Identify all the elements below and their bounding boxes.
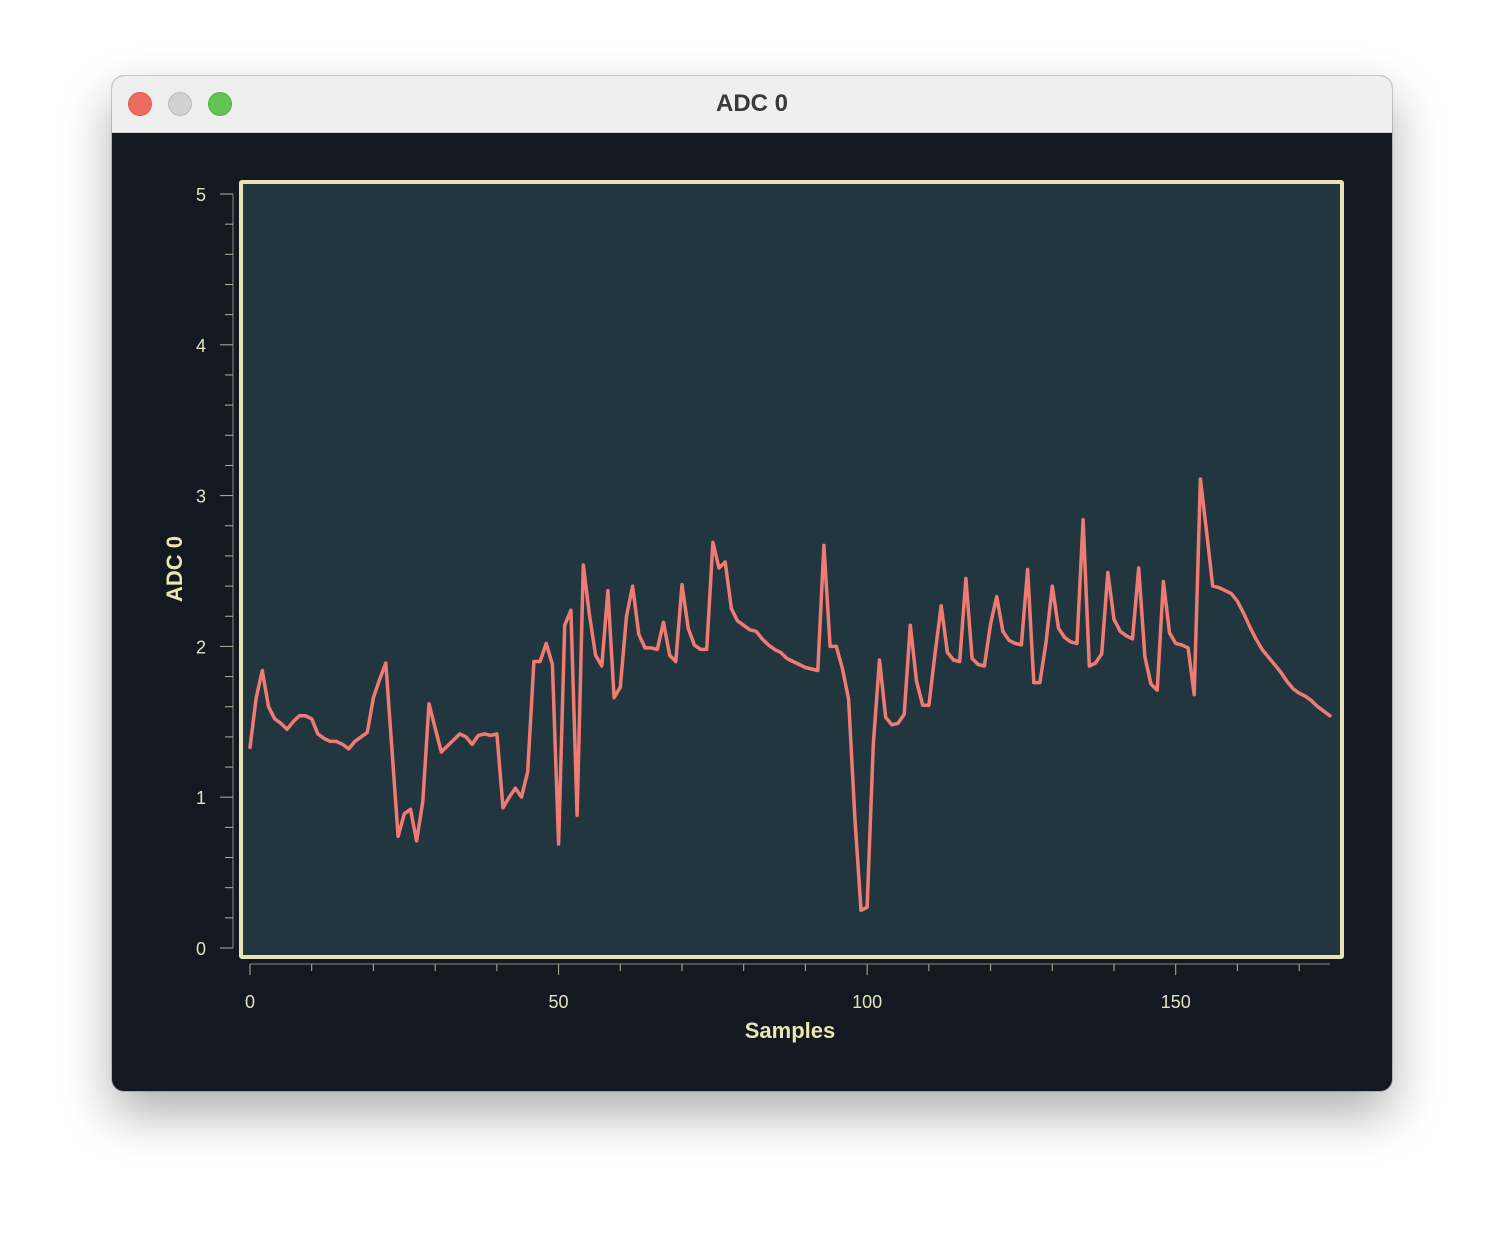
window-title: ADC 0 xyxy=(715,90,788,117)
title-bar[interactable]: ADC 0 xyxy=(112,76,1392,133)
y-tick-label: 2 xyxy=(196,637,206,657)
x-tick-label: 100 xyxy=(852,992,882,1012)
minimize-button[interactable] xyxy=(168,92,192,116)
y-tick-label: 1 xyxy=(196,788,206,808)
plot-area: 0 50 100 150 0 1 2 3 4 5 Samples ADC 0 xyxy=(112,133,1392,1091)
y-tick-label: 4 xyxy=(196,336,206,356)
x-tick-label: 150 xyxy=(1161,992,1191,1012)
x-axis: 0 50 100 150 xyxy=(245,963,1330,1012)
line-chart: 0 50 100 150 0 1 2 3 4 5 Samples ADC 0 xyxy=(162,180,1344,1043)
close-button[interactable] xyxy=(128,92,152,116)
series-line-adc0 xyxy=(248,477,1332,913)
y-tick-label: 3 xyxy=(196,487,206,507)
x-tick-label: 50 xyxy=(549,992,569,1012)
y-axis: 0 1 2 3 4 5 xyxy=(196,185,234,959)
y-axis-title: ADC 0 xyxy=(162,536,187,602)
x-axis-title: Samples xyxy=(745,1018,836,1043)
maximize-button[interactable] xyxy=(208,92,232,116)
y-tick-label: 0 xyxy=(196,939,206,959)
y-tick-label: 5 xyxy=(196,185,206,205)
app-window: ADC 0 0 50 100 150 0 1 2 3 4 5 Samples ADC 0 xyxy=(112,76,1392,1091)
plot-background xyxy=(239,180,1344,959)
x-tick-label: 0 xyxy=(245,992,255,1012)
